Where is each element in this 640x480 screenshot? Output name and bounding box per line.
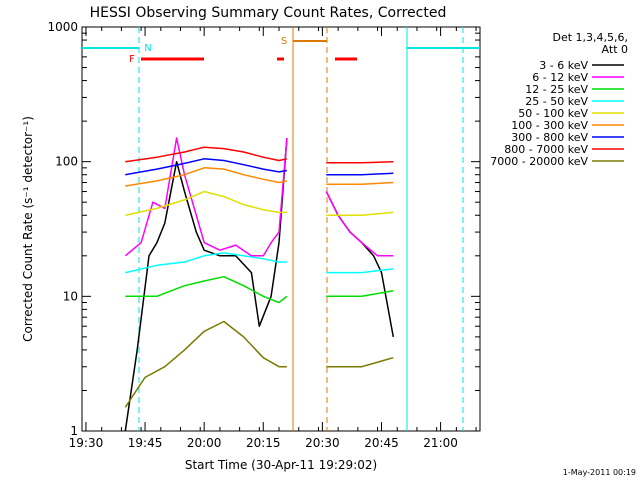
footer-timestamp: 1-May-2011 00:19: [563, 468, 636, 477]
legend-label-2: 12 - 25 keV: [525, 83, 588, 96]
x-tick-label: 20:45: [364, 436, 399, 450]
legend-label-5: 100 - 300 keV: [511, 119, 588, 132]
y-axis: 1 10 100 1000: [47, 20, 480, 438]
x-axis-label: Start Time (30-Apr-11 19:29:02): [185, 458, 377, 472]
x-axis: 19:30 19:45 20:00 20:15 20:30 20:45 21:00: [69, 27, 477, 450]
series-line-8: [124, 320, 394, 408]
series-line-4: [125, 190, 394, 217]
legend-label-0: 3 - 6 keV: [539, 59, 588, 72]
series-lines: [124, 137, 395, 432]
legend-label-7: 800 - 7000 keV: [504, 143, 588, 156]
series-line-6: [125, 158, 394, 176]
x-tick-label: 20:00: [187, 436, 222, 450]
y-tick-label: 1000: [47, 20, 78, 34]
legend-header-line1: Det 1,3,4,5,6,: [552, 31, 628, 44]
flag-bars: NF S: [82, 27, 480, 431]
legend-label-8: 7000 - 20000 keV: [490, 155, 588, 168]
plot-frame: [81, 26, 481, 432]
legend-label-4: 50 - 100 keV: [518, 107, 588, 120]
chart-title: HESSI Observing Summary Count Rates, Cor…: [90, 5, 447, 21]
x-tick-label: 20:15: [246, 436, 281, 450]
x-tick-label: 19:45: [128, 436, 163, 450]
series-line-5: [125, 167, 394, 187]
legend-label-6: 300 - 800 keV: [511, 131, 588, 144]
x-tick-label: 19:30: [69, 436, 104, 450]
y-tick-label: 100: [55, 155, 78, 169]
series-line-3: [125, 252, 394, 274]
x-tick-label: 20:30: [305, 436, 340, 450]
legend-header-line2: Att 0: [602, 43, 628, 56]
y-axis-label: Corrected Count Rate (s⁻¹ detector⁻¹): [21, 116, 35, 342]
x-tick-label: 21:00: [423, 436, 458, 450]
series-line-1: [124, 137, 394, 257]
legend-label-3: 25 - 50 keV: [525, 95, 588, 108]
series-line-2: [125, 275, 394, 304]
y-tick-label: 1: [70, 424, 78, 438]
flag-label-S: S: [281, 36, 287, 47]
series-line-0: [124, 137, 395, 432]
series-line-7: [125, 146, 394, 164]
y-tick-label: 10: [63, 289, 78, 303]
flag-label-N: N: [144, 43, 151, 54]
flag-label-F: F: [129, 54, 135, 65]
legend-label-1: 6 - 12 keV: [532, 71, 588, 84]
